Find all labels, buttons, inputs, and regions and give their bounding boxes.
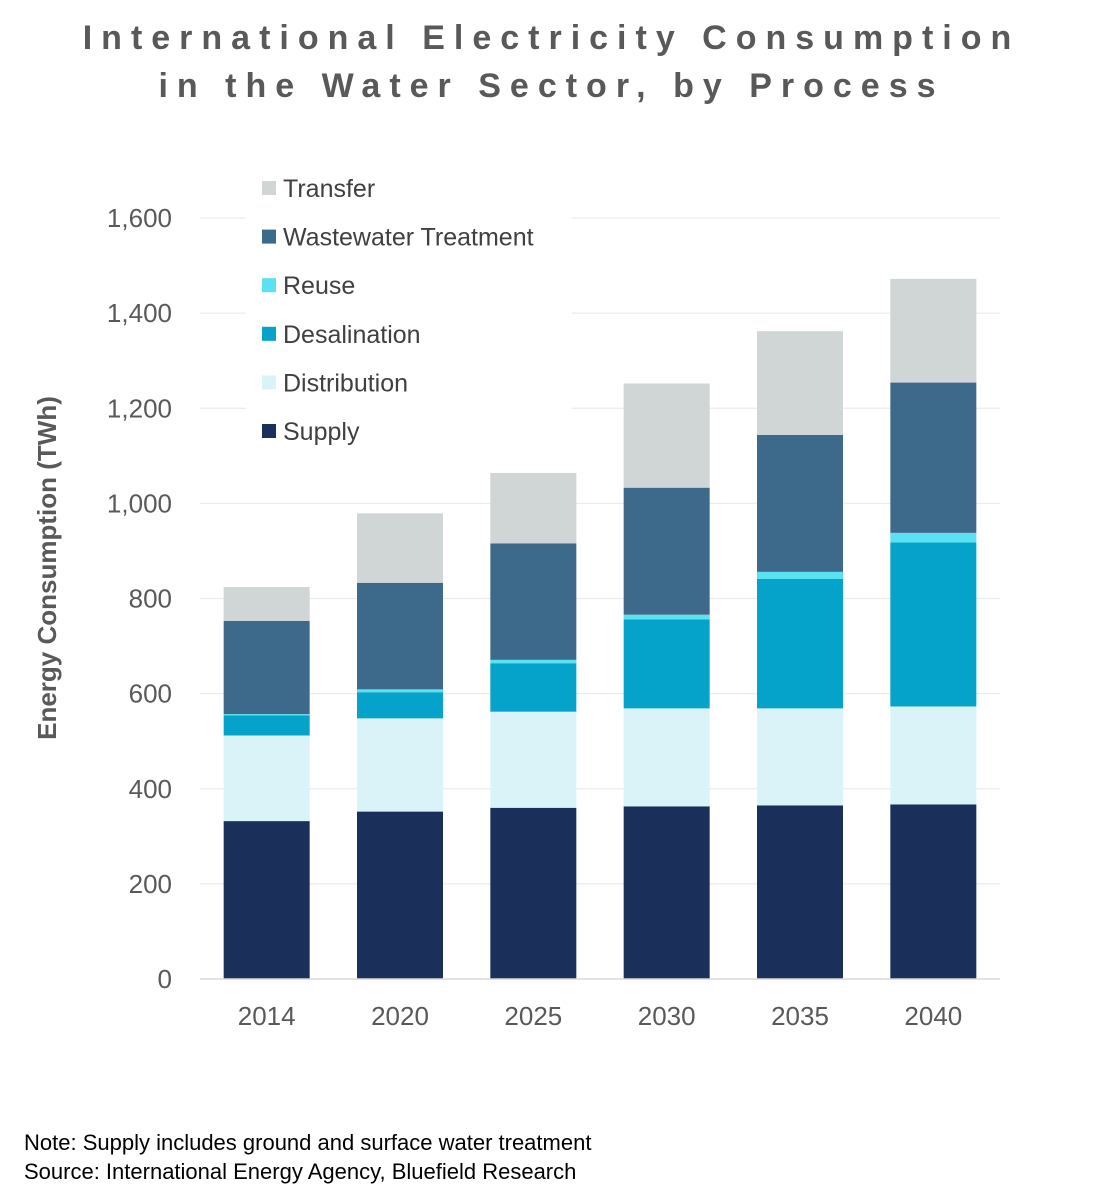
y-tick-label: 1,400 — [107, 298, 172, 328]
y-tick-label: 200 — [129, 869, 172, 899]
bar-desalination-2030 — [623, 619, 710, 709]
x-tick-label: 2040 — [904, 1001, 962, 1031]
bar-wastewater-treatment-2030 — [623, 487, 710, 615]
bar-desalination-2025 — [490, 663, 577, 712]
bar-supply-2040 — [890, 804, 977, 979]
legend-label: Supply — [283, 418, 360, 446]
bar-distribution-2040 — [890, 706, 977, 805]
y-axis-title: Energy Consumption (TWh) — [32, 396, 62, 740]
legend-label: Desalination — [283, 321, 421, 349]
legend-swatch — [262, 278, 276, 293]
y-tick-label: 400 — [129, 774, 172, 804]
x-tick-label: 2035 — [771, 1001, 829, 1031]
legend-swatch — [262, 375, 276, 390]
legend-label: Reuse — [283, 272, 355, 300]
legend-label: Transfer — [283, 175, 375, 203]
bar-desalination-2014 — [223, 715, 310, 736]
chart-title: International Electricity Consumption in… — [0, 14, 1103, 110]
x-axis-ticks: 2014 2020 2025 2030 2035 2040 — [238, 1001, 963, 1031]
bar-distribution-2014 — [223, 735, 310, 822]
y-tick-label: 1,600 — [107, 203, 172, 233]
legend-item-transfer: Transfer — [262, 175, 375, 203]
bar-reuse-2025 — [490, 659, 577, 664]
bar-desalination-2040 — [890, 542, 977, 707]
bar-wastewater-treatment-2020 — [357, 582, 443, 690]
y-tick-label: 600 — [129, 679, 172, 709]
bar-transfer-2020 — [357, 513, 443, 583]
bar-desalination-2035 — [757, 578, 843, 709]
bar-distribution-2035 — [757, 708, 843, 806]
bar-reuse-2030 — [623, 614, 710, 620]
bar-desalination-2020 — [357, 692, 443, 719]
y-tick-label: 1,200 — [107, 393, 172, 423]
legend-item-supply: Supply — [262, 418, 360, 446]
legend-item-desalination: Desalination — [262, 321, 421, 349]
legend-item-wastewater-treatment: Wastewater Treatment — [262, 224, 534, 252]
legend-swatch — [262, 181, 276, 195]
bar-wastewater-treatment-2035 — [757, 434, 843, 572]
legend-label: Wastewater Treatment — [283, 224, 534, 252]
y-tick-label: 800 — [129, 584, 172, 614]
legend-swatch — [262, 326, 276, 341]
bar-transfer-2040 — [890, 278, 977, 383]
bar-supply-2035 — [757, 805, 843, 979]
legend-background — [246, 168, 572, 458]
bar-reuse-2035 — [757, 571, 843, 579]
bar-reuse-2020 — [357, 689, 443, 693]
bar-transfer-2035 — [757, 331, 843, 435]
bar-supply-2025 — [490, 807, 577, 979]
note-text: Note: Supply includes ground and surface… — [24, 1130, 592, 1155]
chart-title-line-1: International Electricity Consumption — [82, 19, 1021, 57]
y-tick-label: 0 — [158, 964, 172, 994]
bar-supply-2030 — [623, 806, 710, 979]
source-text: Source: International Energy Agency, Blu… — [24, 1159, 577, 1184]
footnotes: Note: Supply includes ground and surface… — [24, 1128, 591, 1186]
legend-label: Distribution — [283, 369, 408, 397]
bar-transfer-2014 — [223, 587, 310, 621]
chart-title-line-2: in the Water Sector, by Process — [158, 67, 945, 105]
bar-supply-2014 — [223, 821, 310, 979]
bar-reuse-2040 — [890, 532, 977, 543]
legend: Transfer Wastewater Treatment Reuse Desalin… — [246, 168, 572, 458]
legend-item-distribution: Distribution — [262, 369, 408, 397]
bar-distribution-2025 — [490, 711, 577, 808]
x-tick-label: 2020 — [371, 1001, 429, 1031]
x-tick-label: 2025 — [504, 1001, 562, 1031]
bar-supply-2020 — [357, 811, 443, 979]
bar-wastewater-treatment-2025 — [490, 543, 577, 660]
bar-wastewater-treatment-2014 — [223, 620, 310, 715]
bar-transfer-2025 — [490, 472, 577, 544]
y-axis-ticks: 0 200 400 600 800 1,000 1,200 1,400 1,600 — [107, 203, 172, 994]
y-tick-label: 1,000 — [107, 488, 172, 518]
bar-distribution-2020 — [357, 718, 443, 812]
bar-reuse-2014 — [223, 714, 310, 716]
bars — [223, 278, 977, 979]
legend-swatch — [262, 424, 276, 438]
bar-distribution-2030 — [623, 708, 710, 807]
bar-transfer-2030 — [623, 383, 710, 488]
x-tick-label: 2030 — [638, 1001, 696, 1031]
x-tick-label: 2014 — [238, 1001, 296, 1031]
legend-item-reuse: Reuse — [262, 272, 355, 300]
bar-wastewater-treatment-2040 — [890, 382, 977, 533]
legend-swatch — [262, 229, 276, 244]
